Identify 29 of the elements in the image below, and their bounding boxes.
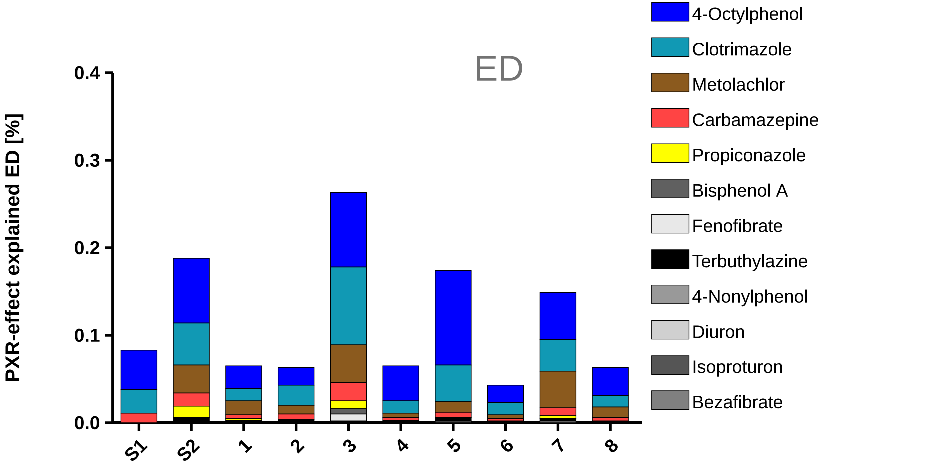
- legend-label: Metolachlor: [694, 78, 785, 92]
- y-tick-label: 0.2: [75, 241, 100, 255]
- legend-label: Isoproturon: [694, 360, 782, 377]
- legend-label: 4-Nonylphenol: [692, 290, 808, 307]
- chart-title: ED: [477, 56, 522, 81]
- x-tick-label: 8: [605, 440, 618, 452]
- x-tick-label: 4: [398, 438, 409, 452]
- x-tick-label: 6: [501, 440, 514, 452]
- legend-label: Bisphenol A: [694, 184, 788, 201]
- y-tick-label: 0.4: [75, 66, 100, 80]
- legend-label: Propiconazole: [694, 148, 806, 166]
- legend-label: Diuron: [694, 325, 744, 338]
- legend-label: Fenofibrate: [694, 219, 782, 232]
- legend-label: Clotrimazole: [693, 42, 792, 56]
- x-tick-label: 3: [343, 440, 356, 452]
- y-axis-title: PXR-effect explained ED [%]: [5, 114, 24, 382]
- y-tick-label: 0.3: [75, 154, 100, 168]
- x-tick-label: S1: [125, 440, 148, 461]
- legend-label: Bezafibrate: [694, 395, 782, 409]
- x-tick-label: 1: [238, 440, 253, 454]
- legend-label: Carbamazepine: [693, 113, 818, 130]
- x-tick-label: 5: [447, 438, 461, 452]
- y-tick-label: 0.0: [75, 416, 100, 430]
- x-tick-label: S2: [178, 440, 200, 461]
- legend-label: Terbuthylazine: [692, 254, 808, 272]
- x-tick-label: 7: [551, 438, 564, 452]
- y-tick-label: 0.1: [75, 328, 100, 342]
- legend-label: 4-Octylphenol: [692, 7, 802, 24]
- x-tick-label: 2: [291, 440, 306, 454]
